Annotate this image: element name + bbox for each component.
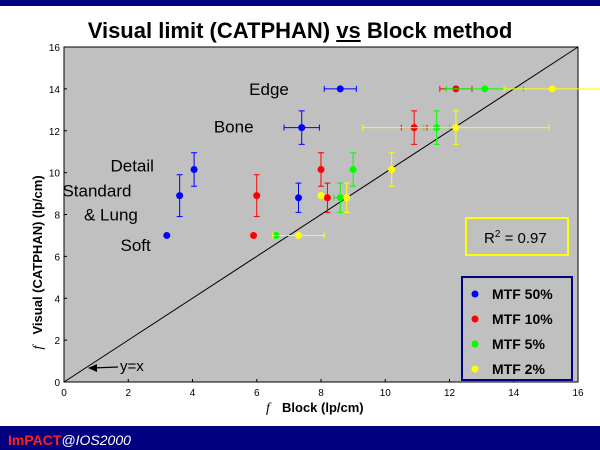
data-point bbox=[163, 231, 171, 239]
category-label: Standard bbox=[62, 181, 131, 200]
data-point bbox=[336, 85, 344, 93]
y-tick-label: 12 bbox=[49, 127, 61, 138]
data-point bbox=[481, 85, 489, 93]
legend-marker bbox=[471, 340, 479, 348]
title-tail: Block method bbox=[360, 18, 513, 43]
y-tick-label: 4 bbox=[54, 294, 60, 305]
reference-line-label: y=x bbox=[120, 358, 144, 375]
data-point bbox=[250, 231, 258, 239]
x-axis-f: f bbox=[266, 401, 272, 416]
data-point bbox=[317, 165, 325, 173]
title-vs: vs bbox=[336, 18, 361, 43]
data-points bbox=[163, 85, 600, 239]
footer-brand: ImPACT bbox=[8, 432, 62, 448]
category-label: Edge bbox=[249, 80, 289, 99]
series-mtf-2- bbox=[272, 85, 600, 239]
x-tick-label: 14 bbox=[508, 388, 520, 399]
category-label: Soft bbox=[120, 236, 151, 255]
data-point bbox=[343, 194, 351, 202]
data-point bbox=[298, 124, 306, 132]
r-squared-box: R2 = 0.97 bbox=[465, 217, 569, 256]
axis-ticks: 0 2 4 6 8 10 12 14 16 0 2 4 6 8 10 12 14 16 bbox=[49, 43, 584, 399]
y-axis-f: f bbox=[31, 344, 46, 350]
y-axis-label: Visual (CATPHAN) (lp/cm) bbox=[30, 175, 45, 334]
legend-entry: MTF 5% bbox=[492, 336, 545, 352]
legend-marker bbox=[471, 315, 479, 323]
top-band bbox=[0, 0, 600, 6]
legend: MTF 50% MTF 10% MTF 5% MTF 2% bbox=[461, 276, 573, 381]
data-point bbox=[548, 85, 556, 93]
legend-frame bbox=[461, 276, 573, 381]
x-tick-label: 12 bbox=[444, 388, 456, 399]
reference-line bbox=[63, 46, 579, 383]
data-point bbox=[317, 192, 325, 200]
r-squared-sup: 2 bbox=[495, 229, 501, 240]
reference-arrow-head bbox=[88, 364, 97, 372]
x-tick-label: 0 bbox=[61, 388, 67, 399]
bottom-band bbox=[0, 426, 600, 450]
data-point bbox=[336, 194, 344, 202]
r-squared-value: = 0.97 bbox=[500, 230, 546, 247]
y-tick-label: 10 bbox=[49, 169, 61, 180]
y-tick-label: 2 bbox=[54, 336, 60, 347]
data-point bbox=[295, 231, 303, 239]
x-tick-label: 2 bbox=[125, 388, 131, 399]
data-point bbox=[388, 165, 396, 173]
y-tick-label: 8 bbox=[54, 211, 60, 222]
y-axis-label-group: f Visual (CATPHAN) (lp/cm) bbox=[30, 175, 46, 349]
x-tick-label: 6 bbox=[254, 388, 260, 399]
y-tick-label: 14 bbox=[49, 85, 61, 96]
category-label: Detail bbox=[110, 156, 153, 175]
y-tick-label: 16 bbox=[49, 43, 61, 54]
reference-line-group: y=x bbox=[63, 46, 579, 383]
series-mtf-50- bbox=[163, 85, 357, 239]
legend-marker bbox=[471, 290, 479, 298]
data-point bbox=[452, 124, 460, 132]
r-squared-frame bbox=[465, 217, 569, 256]
legend-entry: MTF 50% bbox=[492, 286, 553, 302]
data-point bbox=[176, 192, 184, 200]
x-tick-label: 10 bbox=[380, 388, 392, 399]
data-point bbox=[323, 194, 331, 202]
axis-titles: f Block (lp/cm) f Visual (CATPHAN) (lp/cm) bbox=[30, 175, 364, 416]
category-label: & Lung bbox=[84, 206, 138, 225]
y-tick-label: 0 bbox=[54, 378, 60, 389]
legend-entry: MTF 10% bbox=[492, 311, 553, 327]
data-point bbox=[349, 165, 357, 173]
x-tick-label: 4 bbox=[190, 388, 196, 399]
title-main: Visual limit (CATPHAN) bbox=[87, 18, 337, 43]
r-squared-label: R bbox=[484, 230, 495, 247]
x-tick-label: 16 bbox=[572, 388, 584, 399]
data-point bbox=[190, 165, 198, 173]
legend-entry: MTF 2% bbox=[492, 361, 545, 377]
category-label: Bone bbox=[214, 118, 254, 137]
r-squared-text: R2 = 0.97 bbox=[484, 229, 547, 247]
chart-title: Visual limit (CATPHAN) vs Block method bbox=[0, 18, 600, 44]
y-tick-label: 6 bbox=[54, 252, 60, 263]
footer: ImPACT@IOS2000 bbox=[8, 432, 131, 448]
x-axis-label: Block (lp/cm) bbox=[282, 400, 364, 415]
category-labels: Edge Bone Detail Standard & Lung Soft bbox=[62, 80, 288, 255]
legend-marker bbox=[471, 365, 479, 373]
data-point bbox=[295, 194, 303, 202]
x-tick-label: 8 bbox=[318, 388, 324, 399]
data-point bbox=[253, 192, 261, 200]
footer-conference: @IOS2000 bbox=[61, 432, 131, 448]
